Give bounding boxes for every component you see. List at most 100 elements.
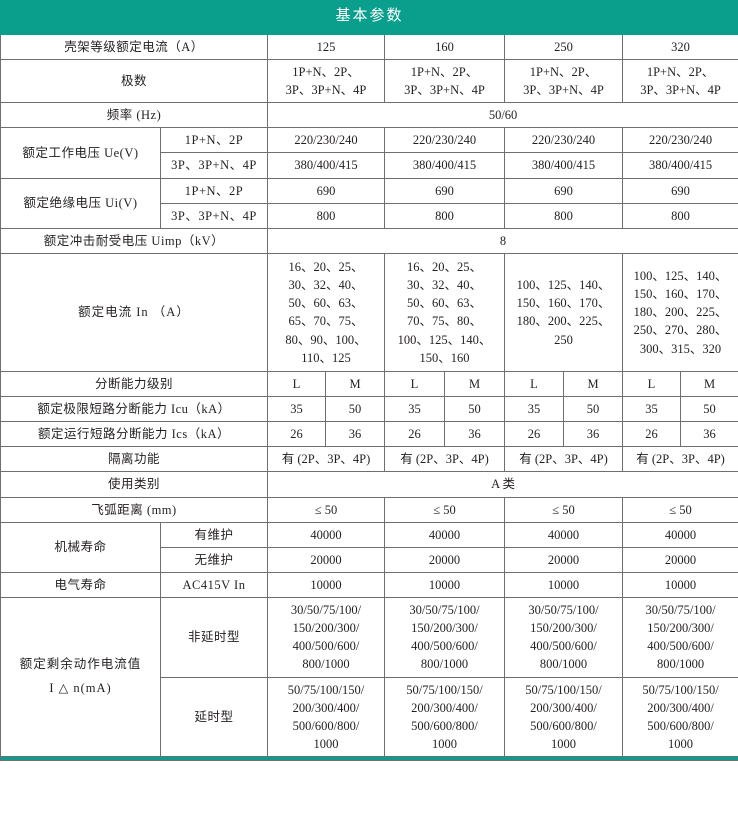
sublabel-operating-voltage-1pn2p: 1P+N、2P [160,127,268,154]
cell-mech-maint-125: 40000 [267,521,385,548]
label-insulation-voltage: 额定绝缘电压 Ui(V) [0,177,161,229]
row-mechanical-life-unmaintained: 无维护 20000 20000 20000 20000 [1,546,738,573]
table-bottom-rule [0,756,738,761]
cell-arc-distance-125: ≤ 50 [267,496,385,523]
label-poles: 极数 [0,58,268,104]
label-operating-voltage: 额定工作电压 Ue(V) [0,127,161,179]
cell-isolation-250: 有 (2P、3P、4P) [504,446,623,473]
cell-residual-delayed-125: 50/75/100/150/ 200/300/400/ 500/600/800/… [267,676,385,757]
cell-ui-1pn2p-160: 690 [384,177,505,204]
cell-poles-125: 1P+N、2P、 3P、3P+N、4P [267,58,385,104]
cell-isolation-125: 有 (2P、3P、4P) [267,446,385,473]
cell-mech-unmaint-160: 20000 [384,546,505,573]
cell-elec-life-320: 10000 [621,571,738,599]
cell-ui-1pn2p-250: 690 [504,177,623,204]
cell-frame-rating-125: 125 [267,33,385,60]
sublabel-electrical-life: AC415V In [160,571,268,599]
cell-breaking-class-125-m: M [325,370,385,398]
cell-ui-3p-160: 800 [384,202,505,229]
cell-frame-rating-320: 320 [621,33,738,60]
cell-rated-current-320: 100、125、140、 150、160、170、 180、200、225、 2… [621,252,738,372]
table-title-row: 基本参数 [0,0,738,35]
cell-icu-125-m: 50 [325,395,385,423]
cell-impulse-voltage-all: 8 [266,227,738,254]
sublabel-residual-current-delayed: 延时型 [160,676,268,757]
row-residual-current-delayed: 延时型 50/75/100/150/ 200/300/400/ 500/600/… [1,676,738,757]
cell-poles-250: 1P+N、2P、 3P、3P+N、4P [504,58,623,104]
sublabel-residual-current-instant: 非延时型 [160,597,268,678]
cell-ics-160-m: 36 [444,421,505,448]
cell-ics-320-m: 36 [679,421,738,448]
cell-ue-3p-160: 380/400/415 [384,152,505,179]
cell-isolation-320: 有 (2P、3P、4P) [621,446,738,473]
row-poles: 极数 1P+N、2P、 3P、3P+N、4P 1P+N、2P、 3P、3P+N、… [0,58,738,104]
label-icu: 额定极限短路分断能力 Icu（kA） [0,395,268,423]
cell-ui-3p-250: 800 [504,202,623,229]
cell-mech-unmaint-250: 20000 [504,546,623,573]
cell-ui-1pn2p-125: 690 [267,177,385,204]
label-impulse-voltage: 额定冲击耐受电压 Uimp（kV） [0,227,268,254]
row-isolation: 隔离功能 有 (2P、3P、4P) 有 (2P、3P、4P) 有 (2P、3P、… [0,446,738,473]
cell-breaking-class-160-l: L [384,370,445,398]
cell-icu-160-l: 35 [384,395,445,423]
cell-frequency-all: 50/60 [266,102,738,129]
cell-icu-250-m: 50 [563,395,623,423]
cell-residual-instant-320: 30/50/75/100/ 150/200/300/ 400/500/600/ … [621,597,738,678]
cell-ics-125-l: 26 [267,421,326,448]
cell-ue-1pn2p-125: 220/230/240 [267,127,385,154]
row-icu: 额定极限短路分断能力 Icu（kA） 35 50 35 50 35 50 35 … [0,395,738,423]
cell-ue-1pn2p-320: 220/230/240 [621,127,738,154]
cell-elec-life-250: 10000 [504,571,623,599]
cell-ue-1pn2p-250: 220/230/240 [504,127,623,154]
label-frequency: 频率 (Hz) [0,102,268,129]
cell-ue-1pn2p-160: 220/230/240 [384,127,505,154]
sublabel-mechanical-life-unmaintained: 无维护 [160,546,268,573]
cell-elec-life-160: 10000 [384,571,505,599]
sublabel-mechanical-life-maintained: 有维护 [160,521,268,548]
cell-residual-instant-250: 30/50/75/100/ 150/200/300/ 400/500/600/ … [504,597,623,678]
row-electrical-life: 电气寿命 AC415V In 10000 10000 10000 10000 [0,571,738,599]
cell-arc-distance-320: ≤ 50 [621,496,738,523]
cell-mech-maint-160: 40000 [384,521,505,548]
cell-ics-125-m: 36 [325,421,385,448]
label-ics: 额定运行短路分断能力 Ics（kA） [0,421,268,448]
cell-residual-delayed-250: 50/75/100/150/ 200/300/400/ 500/600/800/… [504,676,623,757]
cell-poles-160: 1P+N、2P、 3P、3P+N、4P [384,58,505,104]
row-operating-voltage-1pn2p: 额定工作电压 Ue(V) 1P+N、2P 220/230/240 220/230… [0,127,738,179]
row-insulation-voltage-1pn2p: 额定绝缘电压 Ui(V) 1P+N、2P 690 690 690 690 [0,177,738,229]
label-breaking-class: 分断能力级别 [0,370,268,398]
row-insulation-voltage-3p: 3P、3P+N、4P 800 800 800 800 [1,202,738,229]
cell-icu-125-l: 35 [267,395,326,423]
bottom-accent-bar [0,756,738,761]
cell-frame-rating-250: 250 [504,33,623,60]
cell-ue-3p-125: 380/400/415 [267,152,385,179]
cell-icu-320-m: 50 [679,395,738,423]
cell-residual-instant-160: 30/50/75/100/ 150/200/300/ 400/500/600/ … [384,597,505,678]
cell-residual-delayed-160: 50/75/100/150/ 200/300/400/ 500/600/800/… [384,676,505,757]
cell-ui-3p-320: 800 [621,202,738,229]
cell-mech-maint-250: 40000 [504,521,623,548]
cell-breaking-class-250-l: L [504,370,564,398]
cell-ui-1pn2p-320: 690 [621,177,738,204]
row-residual-current-instant: 额定剩余动作电流值 I △ n(mA) 非延时型 30/50/75/100/ 1… [0,597,738,757]
sublabel-operating-voltage-3p: 3P、3P+N、4P [160,152,268,179]
cell-mech-unmaint-125: 20000 [267,546,385,573]
row-utilization-category: 使用类别 A 类 [0,471,738,498]
cell-residual-delayed-320: 50/75/100/150/ 200/300/400/ 500/600/800/… [621,676,738,757]
row-breaking-class: 分断能力级别 L M L M L M L M [0,370,738,398]
row-frame-rating: 壳架等级额定电流（A） 125 160 250 320 [0,33,738,60]
label-residual-current: 额定剩余动作电流值 I △ n(mA) [0,597,161,757]
cell-frame-rating-160: 160 [384,33,505,60]
cell-arc-distance-160: ≤ 50 [384,496,505,523]
cell-breaking-class-160-m: M [444,370,505,398]
cell-breaking-class-320-l: L [622,370,681,398]
cell-arc-distance-250: ≤ 50 [504,496,623,523]
cell-isolation-160: 有 (2P、3P、4P) [384,446,505,473]
cell-rated-current-160: 16、20、25、 30、32、40、 50、60、63、 70、75、80、 … [384,252,505,372]
cell-ics-250-l: 26 [504,421,564,448]
cell-ics-250-m: 36 [563,421,623,448]
cell-rated-current-250: 100、125、140、 150、160、170、 180、200、225、 2… [504,252,623,372]
label-utilization-category: 使用类别 [0,471,268,498]
label-electrical-life: 电气寿命 [0,571,161,599]
sublabel-insulation-voltage-3p: 3P、3P+N、4P [160,202,268,229]
